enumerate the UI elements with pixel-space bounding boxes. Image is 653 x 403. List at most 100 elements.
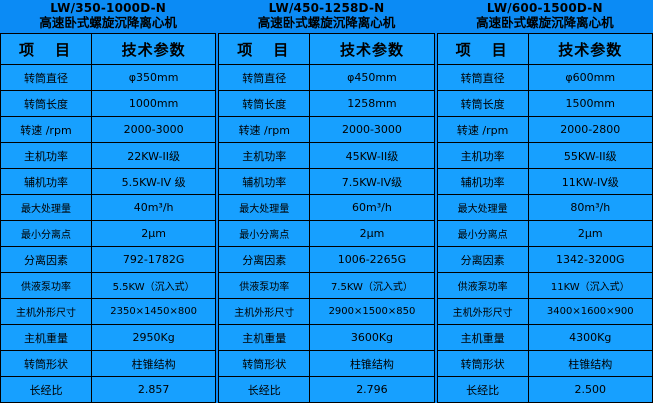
model-name: LW/350-1000D-N [50,1,167,16]
row-value: 2950Kg [90,324,217,351]
header-parameter: 技术参数 [90,33,217,65]
model-description: 高速卧式螺旋沉降离心机 [39,15,177,31]
table-row: 长经比 2.857 [0,376,217,403]
row-label: 转速 /rpm [218,116,311,143]
table-row: 转筒直径 φ350mm [0,64,217,91]
row-label: 转筒直径 [436,64,529,91]
table-row: 主机外形尺寸 2900×1500×850 [218,298,435,325]
row-label: 转筒形状 [436,350,529,377]
row-label: 最大处理量 [218,194,311,221]
table-row: 最大处理量 40m³/h [0,194,217,221]
header-parameter: 技术参数 [527,33,653,65]
row-label: 最小分离点 [0,220,92,247]
header-parameter: 技术参数 [309,33,435,65]
table-row: 主机重量 3600Kg [218,324,435,351]
table-header-row: 项 目 技术参数 [0,33,217,65]
table-row: 最小分离点 2μm [0,220,217,247]
row-value: 60m³/h [309,194,435,221]
table-header-row: 项 目 技术参数 [436,33,653,65]
spec-table-1: 项 目 技术参数 转筒直径 φ350mm 转筒长度 1000mm 转速 /rpm… [0,33,217,403]
row-value: 4300Kg [527,324,653,351]
header-item: 项 目 [0,33,92,65]
table-row: 最小分离点 2μm [436,220,653,247]
row-label: 供液泵功率 [0,272,92,299]
table-row: 转筒直径 φ600mm [436,64,653,91]
table-row: 最大处理量 60m³/h [218,194,435,221]
table-row: 辅机功率 11KW-IV级 [436,168,653,195]
row-label: 主机外形尺寸 [436,298,529,325]
table-row: 转筒形状 柱锥结构 [218,350,435,377]
table-row: 主机功率 45KW-II级 [218,142,435,169]
row-label: 长经比 [0,376,92,403]
row-label: 主机外形尺寸 [0,298,92,325]
table-row: 主机外形尺寸 2350×1450×800 [0,298,217,325]
row-value: 22KW-II级 [90,142,217,169]
table-row: 供液泵功率 5.5KW（沉入式） [0,272,217,299]
table-row: 长经比 2.796 [218,376,435,403]
table-row: 转筒形状 柱锥结构 [0,350,217,377]
row-label: 转筒形状 [0,350,92,377]
row-value: 3600Kg [309,324,435,351]
row-label: 转筒长度 [436,90,529,117]
row-value: φ600mm [527,64,653,91]
row-value: 1342-3200G [527,246,653,273]
row-label: 辅机功率 [436,168,529,195]
row-value: 2000-2800 [527,116,653,143]
model-description: 高速卧式螺旋沉降离心机 [257,15,396,31]
row-label: 分离因素 [436,246,529,273]
row-label: 转速 /rpm [0,116,92,143]
row-value: φ450mm [309,64,435,91]
row-label: 转筒直径 [0,64,92,91]
row-value: 45KW-II级 [309,142,435,169]
row-label: 最大处理量 [436,194,529,221]
spec-table-2: 项 目 技术参数 转筒直径 φ450mm 转筒长度 1258mm 转速 /rpm… [218,33,435,403]
row-value: 1006-2265G [309,246,435,273]
row-value: φ350mm [90,64,217,91]
table-row: 辅机功率 5.5KW-IV 级 [0,168,217,195]
row-label: 主机功率 [0,142,92,169]
table-row: 供液泵功率 7.5KW（沉入式） [218,272,435,299]
row-label: 转筒直径 [218,64,311,91]
row-label: 辅机功率 [0,168,92,195]
row-value: 柱锥结构 [90,350,217,377]
table-row: 主机重量 2950Kg [0,324,217,351]
row-value: 柱锥结构 [527,350,653,377]
row-value: 80m³/h [527,194,653,221]
table-row: 转筒长度 1000mm [0,90,217,117]
table-row: 最大处理量 80m³/h [436,194,653,221]
table-row: 转速 /rpm 2000-3000 [0,116,217,143]
row-label: 转筒形状 [218,350,311,377]
row-label: 长经比 [436,376,529,403]
panel-title-1: LW/350-1000D-N 高速卧式螺旋沉降离心机 [0,0,217,33]
row-value: 2.796 [309,376,435,403]
table-row: 主机外形尺寸 3400×1600×900 [436,298,653,325]
panel-title-3: LW/600-1500D-N 高速卧式螺旋沉降离心机 [436,0,653,33]
row-label: 最大处理量 [0,194,92,221]
row-label: 分离因素 [0,246,92,273]
row-value: 11KW-IV级 [527,168,653,195]
table-row: 辅机功率 7.5KW-IV级 [218,168,435,195]
table-row: 主机功率 55KW-II级 [436,142,653,169]
table-row: 长经比 2.500 [436,376,653,403]
row-label: 供液泵功率 [218,272,311,299]
table-row: 主机重量 4300Kg [436,324,653,351]
row-label: 转速 /rpm [436,116,529,143]
row-label: 分离因素 [218,246,311,273]
table-row: 主机功率 22KW-II级 [0,142,217,169]
table-header-row: 项 目 技术参数 [218,33,435,65]
row-label: 主机外形尺寸 [218,298,311,325]
table-row: 分离因素 792-1782G [0,246,217,273]
table-row: 转速 /rpm 2000-2800 [436,116,653,143]
row-label: 主机重量 [436,324,529,351]
row-label: 主机重量 [218,324,311,351]
table-row: 转筒长度 1500mm [436,90,653,117]
row-value: 1500mm [527,90,653,117]
row-value: 7.5KW-IV级 [309,168,435,195]
row-value: 2000-3000 [309,116,435,143]
row-value: 2000-3000 [90,116,217,143]
spec-table-3: 项 目 技术参数 转筒直径 φ600mm 转筒长度 1500mm 转速 /rpm… [436,33,653,403]
row-value: 2μm [309,220,435,247]
header-item: 项 目 [218,33,311,65]
row-label: 转筒长度 [218,90,311,117]
